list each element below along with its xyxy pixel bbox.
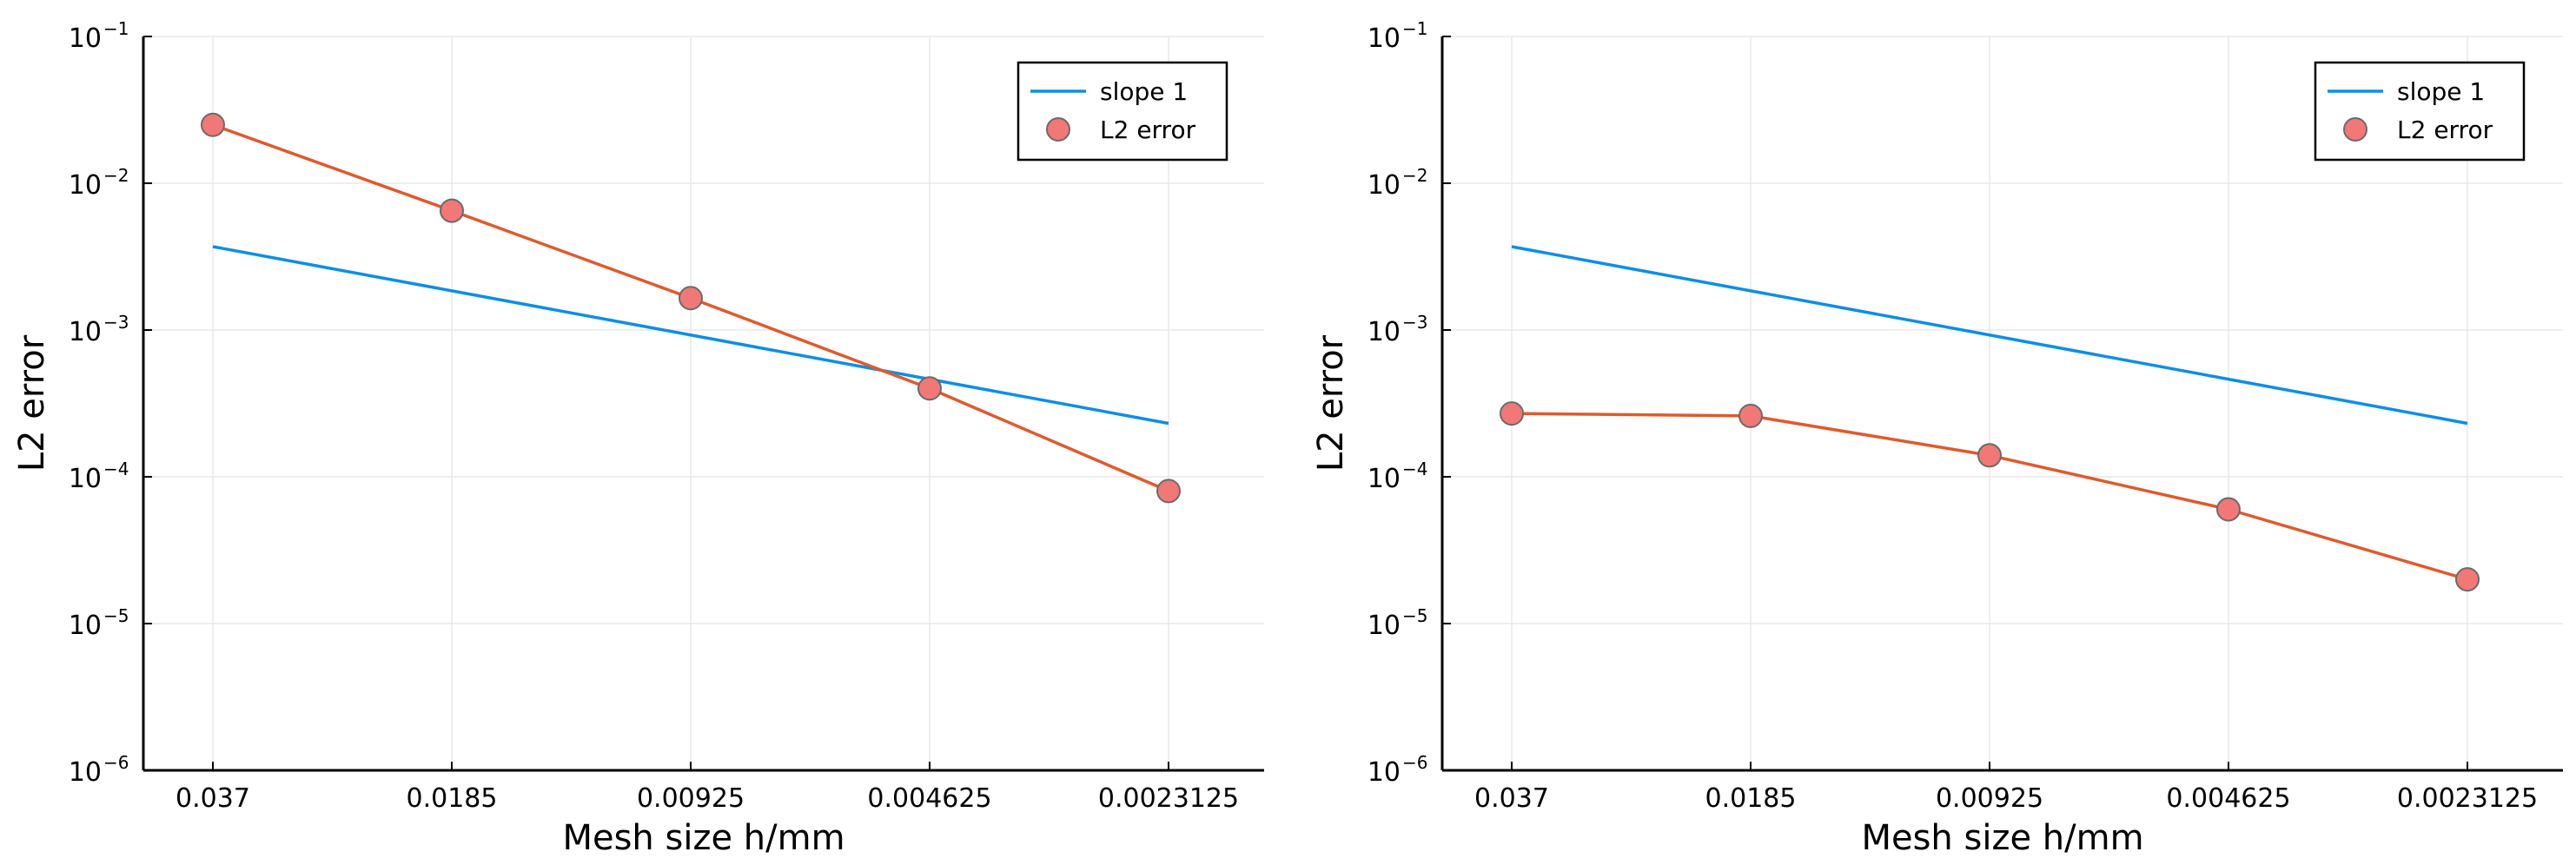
y-tick-base: 10	[69, 757, 102, 788]
x-tick-label: 0.0023125	[2397, 783, 2538, 814]
y-tick-base: 10	[1367, 23, 1401, 54]
y-axis-title: L2 error	[12, 334, 52, 472]
x-tick-label: 0.0185	[1705, 783, 1797, 814]
x-axis-title: Mesh size h/mm	[1861, 818, 2143, 858]
legend-l2-error-label: L2 error	[2397, 116, 2493, 144]
l2-error-point	[440, 198, 464, 223]
y-tick-exponent: −4	[1402, 459, 1427, 479]
l2-error-point	[2455, 567, 2480, 592]
x-tick-label: 0.00925	[637, 783, 745, 814]
y-axis-title: L2 error	[1311, 334, 1351, 472]
legend: slope 1 L2 error	[1016, 61, 1228, 162]
y-tick-base: 10	[69, 464, 102, 494]
legend-l2-error-label: L2 error	[1100, 116, 1196, 144]
l2-error-point	[2216, 497, 2241, 522]
y-tick-label: 10	[1367, 23, 1401, 54]
y-tick-exponent: −6	[1402, 752, 1427, 773]
series-slope-1-line	[212, 245, 1169, 426]
y-tick-label: 10	[1367, 757, 1401, 788]
y-tick-base: 10	[69, 611, 102, 641]
x-tick-label: 0.037	[175, 783, 250, 814]
y-tick-label: 10	[69, 757, 102, 788]
y-tick-label: 10	[69, 170, 102, 201]
x-tick-label: 0.004625	[867, 783, 991, 814]
y-tick-label: 10	[69, 611, 102, 641]
l2-error-point	[679, 286, 703, 311]
y-tick-exponent: −2	[1402, 165, 1427, 186]
legend: slope 1 L2 error	[2314, 61, 2526, 162]
y-tick-base: 10	[69, 317, 102, 347]
l2-error-point	[1500, 401, 1524, 426]
y-tick-exponent: −1	[1402, 18, 1427, 39]
y-tick-base: 10	[69, 170, 102, 201]
legend-box	[2314, 61, 2526, 162]
y-tick-exponent: −5	[1402, 605, 1427, 626]
y-tick-base: 10	[1367, 757, 1401, 788]
y-tick-exponent: −4	[103, 459, 129, 479]
x-tick-label: 0.004625	[2166, 783, 2290, 814]
y-tick-exponent: −3	[1402, 312, 1427, 333]
l2-error-point	[1738, 403, 1763, 428]
y-tick-label: 10	[1367, 170, 1401, 201]
y-tick-base: 10	[69, 23, 102, 54]
y-tick-exponent: −5	[103, 605, 129, 626]
x-tick-label: 0.0185	[407, 783, 498, 814]
y-tick-exponent: −3	[103, 312, 129, 333]
y-tick-base: 10	[1367, 170, 1401, 201]
x-tick-label: 0.0023125	[1098, 783, 1239, 814]
x-tick-label: 0.00925	[1936, 783, 2043, 814]
y-tick-base: 10	[1367, 464, 1401, 494]
y-tick-label: 10	[1367, 317, 1401, 347]
y-tick-exponent: −6	[103, 752, 129, 773]
y-tick-exponent: −1	[103, 18, 129, 39]
y-tick-label: 10	[1367, 464, 1401, 494]
legend-slope-label: slope 1	[1100, 77, 1188, 106]
y-tick-label: 10	[69, 317, 102, 347]
y-tick-base: 10	[1367, 611, 1401, 641]
y-tick-exponent: −2	[103, 165, 129, 186]
legend-l2-error-swatch	[1046, 117, 1070, 142]
y-tick-label: 10	[69, 23, 102, 54]
y-tick-base: 10	[1367, 317, 1401, 347]
l2-error-point	[1977, 443, 2002, 468]
legend-l2-error-swatch	[2343, 117, 2367, 142]
legend-box	[1016, 61, 1228, 162]
l2-error-point	[201, 112, 225, 137]
l2-error-point	[1156, 479, 1181, 504]
y-tick-label: 10	[69, 464, 102, 494]
y-tick-label: 10	[1367, 611, 1401, 641]
l2-error-point	[917, 376, 942, 401]
x-tick-label: 0.037	[1474, 783, 1549, 814]
legend-slope-label: slope 1	[2397, 77, 2485, 106]
x-axis-title: Mesh size h/mm	[562, 818, 844, 858]
series-slope-1-line	[1511, 245, 2468, 426]
